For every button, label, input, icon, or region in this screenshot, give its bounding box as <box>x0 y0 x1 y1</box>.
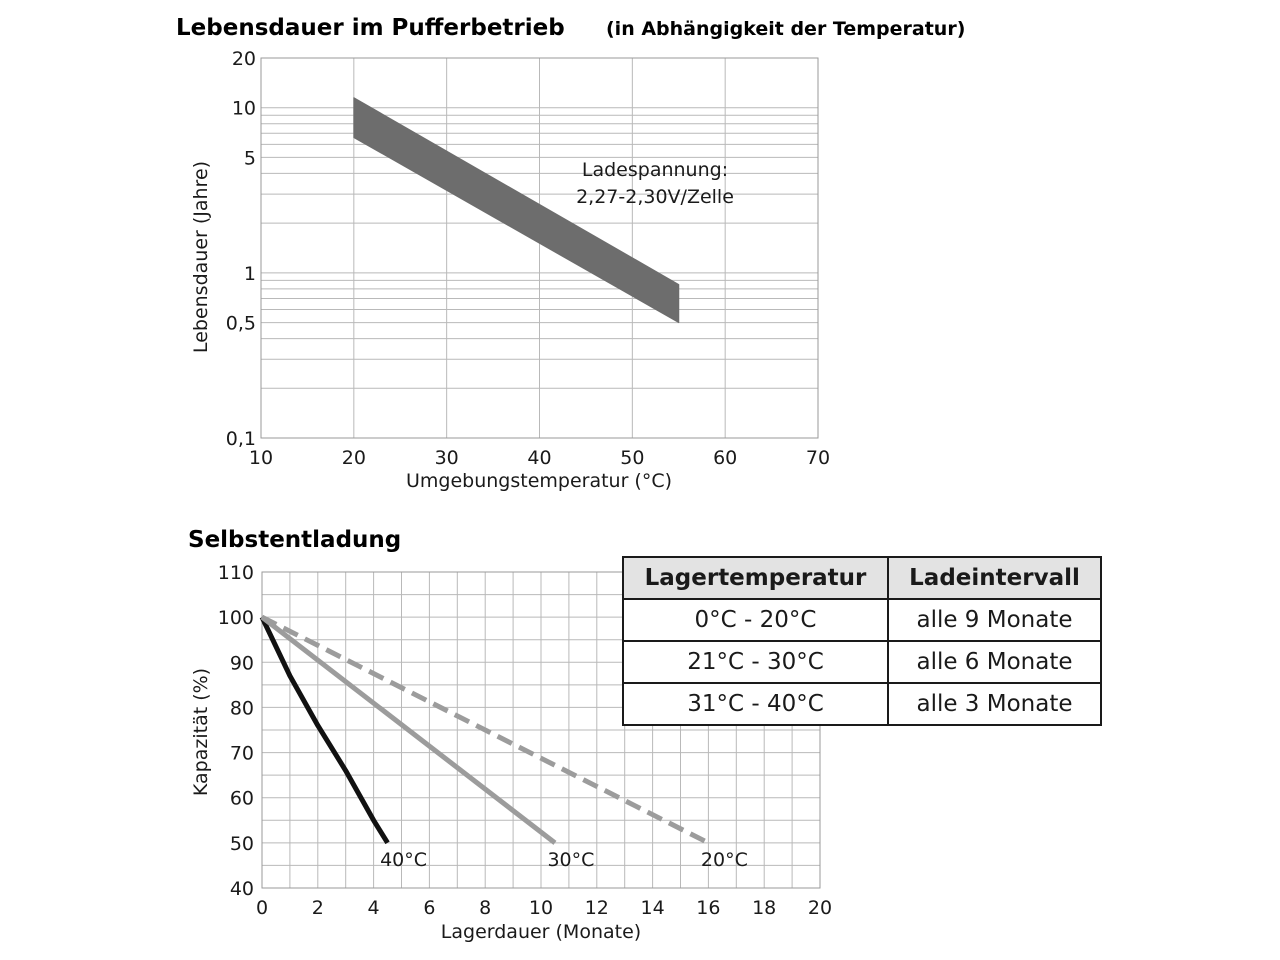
top-x-tick-label: 50 <box>620 447 644 469</box>
bottom-chart-ticks: 0 2 4 6 8 10 12 14 16 18 20 40 50 60 70 80 90 100 110 <box>218 562 832 919</box>
top-chart-x-label: Umgebungstemperatur (°C) <box>406 470 672 492</box>
top-y-tick-label: 20 <box>232 48 256 70</box>
table-row: 0°C - 20°C alle 9 Monate <box>622 598 1102 642</box>
top-chart-title: Lebensdauer im Pufferbetrieb <box>176 15 565 41</box>
bottom-x-tick-label: 8 <box>479 897 491 919</box>
bottom-x-tick-label: 2 <box>312 897 324 919</box>
bottom-x-tick-label: 14 <box>641 897 665 919</box>
top-chart-band-group <box>353 97 680 324</box>
top-chart-annotation-line1: Ladespannung: <box>582 159 728 181</box>
top-y-tick-label: 5 <box>244 147 256 169</box>
bottom-chart-x-label: Lagerdauer (Monate) <box>441 921 641 943</box>
top-chart-grid <box>260 58 819 438</box>
lifetime-band <box>353 97 680 324</box>
bottom-x-tick-label: 18 <box>752 897 776 919</box>
bottom-x-tick-label: 10 <box>529 897 553 919</box>
bottom-x-tick-label: 4 <box>368 897 380 919</box>
series-label: 40°C <box>380 849 427 871</box>
bottom-chart-title: Selbstentladung <box>188 527 401 553</box>
series-line-30c <box>260 615 557 845</box>
top-x-tick-label: 60 <box>713 447 737 469</box>
bottom-y-tick-label: 70 <box>230 743 254 765</box>
table-cell-temperature: 0°C - 20°C <box>622 598 889 642</box>
bottom-x-tick-label: 20 <box>808 897 832 919</box>
bottom-chart-frame <box>261 571 821 889</box>
bottom-y-tick-label: 100 <box>218 607 254 629</box>
top-x-tick-label: 20 <box>342 447 366 469</box>
top-chart-ticks: 10 20 30 40 50 60 70 0,1 0,5 1 5 10 20 <box>226 48 830 469</box>
series-label: 30°C <box>547 849 594 871</box>
series-line-20c <box>260 614 710 846</box>
top-y-tick-label: 10 <box>232 98 256 120</box>
top-x-tick-label: 70 <box>806 447 830 469</box>
bottom-x-tick-label: 0 <box>256 897 268 919</box>
top-x-tick-label: 10 <box>249 447 273 469</box>
storage-table-header-interval: Ladeintervall <box>887 556 1102 600</box>
top-y-tick-label: 0,5 <box>226 313 256 335</box>
top-x-tick-label: 30 <box>435 447 459 469</box>
table-cell-temperature: 21°C - 30°C <box>622 640 889 684</box>
storage-table-header-temperature: Lagertemperatur <box>622 556 889 600</box>
bottom-y-tick-label: 90 <box>230 652 254 674</box>
bottom-x-tick-label: 16 <box>696 897 720 919</box>
bottom-y-tick-label: 80 <box>230 697 254 719</box>
table-cell-interval: alle 3 Monate <box>887 682 1102 726</box>
table-cell-temperature: 31°C - 40°C <box>622 682 889 726</box>
table-row: 31°C - 40°C alle 3 Monate <box>622 682 1102 726</box>
storage-table-header-row: Lagertemperatur Ladeintervall <box>622 556 1102 600</box>
bottom-y-tick-label: 110 <box>218 562 254 584</box>
table-cell-interval: alle 9 Monate <box>887 598 1102 642</box>
top-chart-subtitle: (in Abhängigkeit der Temperatur) <box>606 18 965 40</box>
top-chart-y-label: Lebensdauer (Jahre) <box>190 161 212 353</box>
bottom-y-tick-label: 40 <box>230 878 254 900</box>
top-chart-annotation-line2: 2,27-2,30V/Zelle <box>576 186 734 208</box>
series-label: 20°C <box>701 849 748 871</box>
bottom-chart-y-label: Kapazität (%) <box>190 668 212 796</box>
storage-table: Lagertemperatur Ladeintervall 0°C - 20°C… <box>622 556 1102 726</box>
bottom-x-tick-label: 6 <box>423 897 435 919</box>
table-cell-interval: alle 6 Monate <box>887 640 1102 684</box>
series-line-40c <box>259 616 390 845</box>
table-row: 21°C - 30°C alle 6 Monate <box>622 640 1102 684</box>
top-y-tick-label: 1 <box>244 263 256 285</box>
bottom-y-tick-label: 60 <box>230 788 254 810</box>
bottom-x-tick-label: 12 <box>585 897 609 919</box>
top-chart-frame <box>260 57 819 439</box>
bottom-chart-series-group: 40°C 30°C 20°C <box>259 614 748 871</box>
top-x-tick-label: 40 <box>527 447 551 469</box>
bottom-y-tick-label: 50 <box>230 833 254 855</box>
top-y-tick-label: 0,1 <box>226 428 256 450</box>
